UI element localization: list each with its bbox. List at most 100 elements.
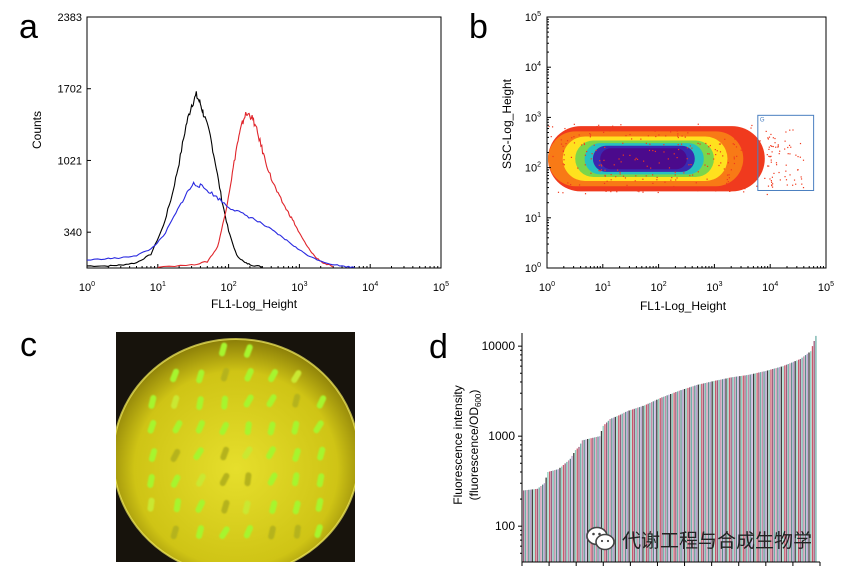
scatter-point: [598, 170, 600, 172]
scatter-point: [747, 131, 749, 133]
scatter-point: [550, 136, 552, 138]
scatter-point: [755, 140, 757, 142]
scatter-point: [620, 161, 622, 163]
scatter-point: [677, 135, 679, 137]
colony: [268, 525, 276, 540]
scatter-point: [755, 174, 757, 176]
scatter-point: [772, 137, 774, 139]
scatter-point: [733, 158, 735, 160]
scatter-point: [677, 148, 680, 151]
scatter-point: [727, 162, 729, 164]
scatter-point: [590, 158, 592, 160]
scatter-point: [615, 176, 617, 178]
colony: [269, 500, 278, 514]
scatter-point: [795, 154, 797, 156]
scatter-point: [581, 144, 583, 146]
scatter-point: [689, 174, 691, 177]
scatter-point: [789, 153, 791, 155]
scatter-point: [562, 150, 565, 152]
bar: [566, 461, 568, 562]
series-line-blue: [87, 180, 355, 269]
bar: [533, 489, 535, 562]
scatter-point: [731, 131, 733, 133]
scatter-point: [707, 153, 709, 155]
scatter-point: [800, 176, 802, 178]
scatter-point: [610, 173, 612, 176]
scatter-point: [645, 142, 647, 144]
scatter-point: [598, 164, 600, 166]
bar: [524, 490, 527, 562]
scatter-point: [801, 183, 803, 185]
gate-label: G: [760, 117, 765, 123]
scatter-point: [557, 191, 560, 193]
scatter-point: [772, 145, 774, 148]
scatter-point: [656, 176, 658, 179]
y-tick-label: 1000: [488, 429, 515, 443]
scatter-point: [570, 183, 572, 186]
scatter-point: [787, 153, 789, 155]
scatter-point: [792, 129, 794, 131]
scatter-point: [599, 160, 601, 162]
scatter-point: [699, 143, 701, 145]
scatter-point: [726, 182, 728, 184]
bar: [545, 477, 547, 562]
colony: [170, 474, 181, 488]
scatter-point: [789, 129, 791, 131]
scatter-point: [706, 127, 708, 130]
bar: [523, 490, 525, 562]
scatter-point: [599, 170, 601, 172]
colony: [219, 526, 230, 540]
x-tick-label: 104: [762, 281, 778, 294]
scatter-point: [676, 130, 678, 132]
scatter-point: [624, 187, 626, 190]
scatter-point: [715, 190, 717, 192]
scatter-point: [786, 184, 788, 186]
scatter-point: [604, 169, 606, 171]
scatter-point: [635, 157, 637, 159]
scatter-point: [767, 138, 769, 140]
x-tick-label: 102: [651, 281, 667, 294]
scatter-point: [758, 162, 760, 164]
scatter-point: [610, 179, 612, 181]
watermark: 代谢工程与合成生物学: [586, 524, 812, 554]
x-tick-label: 100: [539, 281, 555, 294]
scatter-point: [760, 166, 762, 168]
scatter-point: [597, 188, 599, 190]
colony: [219, 472, 230, 487]
scatter-point: [619, 173, 621, 175]
scatter-point: [722, 155, 724, 157]
scatter-point: [727, 181, 729, 183]
y-tick-label: 2383: [58, 12, 82, 24]
colony: [220, 367, 230, 382]
scatter-point: [564, 127, 566, 130]
colony: [242, 500, 251, 515]
scatter-point: [636, 158, 639, 160]
scatter-point: [697, 142, 699, 144]
scatter-point: [774, 142, 776, 144]
bar: [548, 471, 551, 562]
scatter-point: [785, 131, 787, 133]
scatter-point: [650, 167, 652, 169]
colony: [221, 499, 230, 514]
scatter-point: [709, 188, 711, 190]
bar: [561, 466, 563, 562]
density-layer: [562, 136, 728, 181]
bar: [813, 341, 815, 562]
scatter-point: [560, 143, 563, 145]
bar: [547, 472, 549, 562]
scatter-point: [775, 146, 777, 148]
plot-frame-a: [86, 16, 442, 269]
scatter-point: [563, 154, 565, 156]
scatter-point: [771, 186, 774, 188]
scatter-point: [740, 179, 742, 181]
bar: [559, 467, 561, 562]
density-layer: [548, 131, 744, 187]
scatter-point: [652, 174, 654, 176]
scatter-point: [743, 191, 745, 193]
y-tick-label: 10000: [482, 339, 516, 353]
scatter-point: [578, 134, 580, 136]
scatter-point: [771, 151, 773, 153]
scatter-point: [622, 154, 624, 156]
scatter-point: [654, 150, 656, 153]
scatter-point: [656, 179, 658, 181]
